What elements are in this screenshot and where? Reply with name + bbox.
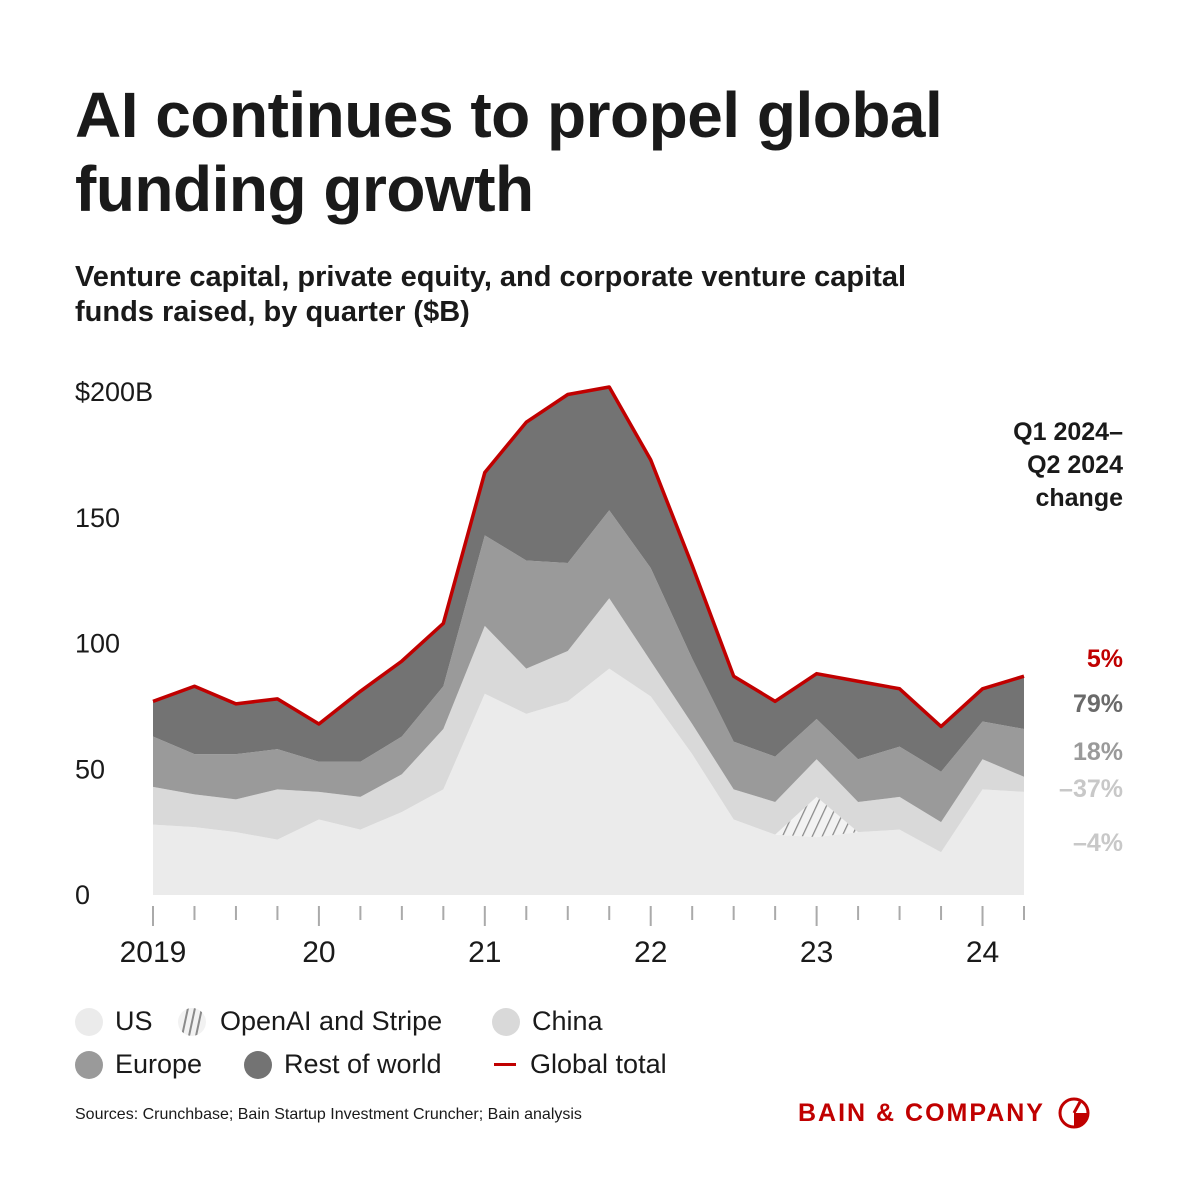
- change-label-europe: 18%: [1073, 738, 1123, 766]
- area-us: [153, 668, 1024, 895]
- y-tick-label: $200B: [75, 377, 153, 407]
- y-tick-label: 50: [75, 754, 105, 784]
- y-tick-label: 100: [75, 629, 120, 659]
- brand: BAIN & COMPANY: [798, 1096, 1091, 1130]
- area-europe: [153, 510, 1024, 823]
- change-header-line: Q2 2024: [1027, 451, 1123, 479]
- legend-label-europe: Europe: [115, 1049, 203, 1079]
- bain-logo-icon: [1058, 1097, 1090, 1129]
- x-tick-label: 20: [302, 936, 335, 969]
- legend-swatch-europe: [75, 1050, 103, 1079]
- global-total-line: [152, 385, 1025, 729]
- chart-subtitle: Venture capital, private equity, and cor…: [75, 261, 907, 328]
- legend-item-china: China: [492, 1006, 603, 1037]
- x-tick-label: 21: [468, 936, 501, 969]
- change-header-line: Q1 2024–: [1013, 418, 1123, 446]
- x-tick-label: 2019: [120, 936, 187, 969]
- y-tick-label: 0: [75, 880, 90, 910]
- legend-label-us: US: [115, 1006, 153, 1036]
- legend-label-rest-of-world: Rest of world: [284, 1049, 442, 1079]
- legend-swatch-china: [492, 1007, 520, 1036]
- change-label-global-total: 5%: [1087, 645, 1123, 673]
- change-label-us: –4%: [1073, 829, 1123, 857]
- legend-swatch-global-total: [494, 1063, 516, 1066]
- area-china: [153, 598, 1024, 853]
- x-tick-label: 24: [966, 936, 999, 969]
- area-openai: [775, 796, 859, 838]
- legend-item-rest-of-world: Rest of world: [244, 1049, 442, 1080]
- legend-swatch-us: [75, 1007, 103, 1036]
- brand-name: BAIN & COMPANY: [798, 1098, 1045, 1127]
- sources-note: Sources: Crunchbase; Bain Startup Invest…: [75, 1106, 582, 1123]
- legend-label-global-total: Global total: [530, 1049, 667, 1079]
- legend-item-openai: OpenAI and Stripe: [178, 1006, 442, 1037]
- legend-label-china: China: [532, 1006, 603, 1036]
- change-header-line: change: [1035, 484, 1123, 512]
- y-tick-label: 150: [75, 503, 120, 533]
- chart-title: AI continues to propel global funding gr…: [75, 79, 943, 225]
- legend-swatch-openai: [178, 1007, 206, 1036]
- area-rest-of-world: [153, 386, 1024, 772]
- x-tick-label: 22: [634, 936, 667, 969]
- change-label-china: –37%: [1059, 775, 1123, 803]
- x-tick-label: 23: [800, 936, 833, 969]
- legend-item-global-total: Global total: [494, 1049, 667, 1080]
- legend-item-europe: Europe: [75, 1049, 202, 1080]
- legend-swatch-rest-of-world: [244, 1050, 272, 1079]
- legend-item-us: US: [75, 1006, 153, 1037]
- legend-label-openai: OpenAI and Stripe: [220, 1006, 443, 1036]
- change-label-rest-of-world: 79%: [1073, 690, 1123, 718]
